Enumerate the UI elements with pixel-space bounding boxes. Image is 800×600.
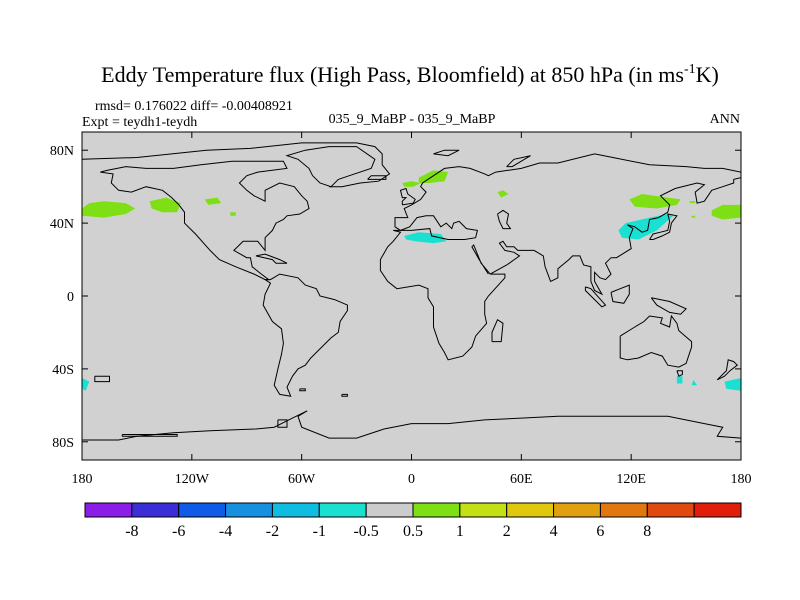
coast-tasmania — [676, 370, 683, 377]
chart-title: Eddy Temperature flux (High Pass, Bloomf… — [101, 62, 719, 87]
title-superscript: -1 — [684, 62, 696, 77]
colorbar-label: -8 — [125, 523, 138, 540]
coast-caspian — [497, 209, 512, 230]
colorbar-box — [412, 502, 461, 518]
region-green-scandinavia — [418, 170, 449, 183]
region-green-n-pacific-west — [82, 201, 136, 218]
coast-falklands — [299, 388, 306, 392]
colorbar-box — [131, 502, 180, 518]
y-tick-label: 0 — [67, 290, 74, 305]
colorbar-box — [225, 502, 273, 518]
colorbar-box — [271, 502, 320, 518]
coast-new-zealand — [716, 359, 739, 381]
colorbar-label: 8 — [643, 523, 651, 540]
coast-madagascar — [491, 318, 504, 343]
region-cyan-s-atlantic-west — [82, 378, 90, 391]
colorbar-label: -6 — [172, 523, 185, 540]
colorbar-box — [84, 502, 133, 518]
coast-antarctic-ross — [121, 434, 178, 437]
coast-mediterranean — [400, 215, 479, 240]
x-axis: 180 120W 60W 0 60E 120E 180 — [72, 132, 752, 487]
region-green-pacific-dot2 — [691, 215, 696, 218]
coast-caribbean — [255, 253, 288, 264]
region-green-n-atlantic — [402, 181, 421, 187]
right-label: ANN — [710, 112, 740, 127]
x-tick-label: 60E — [510, 472, 533, 487]
colorbar: -8 -6 -4 -2 -1 -0.5 0.5 1 2 4 6 8 — [84, 502, 742, 540]
coast-s-georgia — [341, 393, 348, 397]
center-label: 035_9_MaBP - 035_9_MaBP — [329, 112, 496, 127]
title-suffix: K) — [696, 62, 719, 87]
colorbar-label: -4 — [219, 523, 232, 540]
region-green-siberia — [497, 190, 509, 198]
coast-antarctica — [82, 410, 742, 441]
colorbar-label: -0.5 — [353, 523, 378, 540]
y-tick-label: 80N — [50, 144, 74, 159]
x-tick-label: 0 — [408, 472, 415, 487]
region-cyan-mediterranean — [404, 232, 447, 244]
y-tick-label: 40S — [52, 363, 74, 378]
coast-britain — [399, 187, 416, 206]
coast-new-guinea — [650, 297, 687, 315]
coast-svalbard — [433, 149, 460, 157]
colorbar-box — [459, 502, 508, 518]
x-tick-label: 60W — [288, 472, 316, 487]
colorbar-box — [178, 502, 227, 518]
y-tick-label: 40N — [50, 217, 74, 232]
coast-borneo — [610, 284, 630, 304]
colorbar-label: 4 — [550, 523, 558, 540]
coast-novaya — [506, 155, 531, 168]
coast-kerguelen — [94, 375, 110, 383]
region-cyan-japan — [618, 214, 674, 240]
title-main: Eddy Temperature flux (High Pass, Bloomf… — [101, 62, 684, 87]
anomaly-regions — [82, 170, 741, 391]
stats-line: rmsd= 0.176022 diff= -0.00408921 — [95, 99, 293, 114]
region-cyan-s-pacific-tri — [691, 379, 698, 386]
coast-antarctic-island — [277, 419, 288, 428]
coastlines — [81, 142, 742, 441]
colorbar-label: 2 — [503, 523, 511, 540]
colorbar-label: 0.5 — [403, 523, 423, 540]
region-green-n-america-dot — [230, 212, 236, 216]
region-green-n-pacific-east — [204, 197, 222, 205]
coast-red-sea — [471, 244, 491, 275]
x-tick-label: 120E — [616, 472, 646, 487]
y-axis: 80N 40N 0 40S 80S — [50, 144, 741, 451]
colorbar-label: 6 — [596, 523, 604, 540]
colorbar-label: -2 — [266, 523, 279, 540]
coast-australia — [619, 314, 693, 368]
coast-eurasia-africa — [379, 153, 742, 361]
coast-iceland — [367, 175, 387, 180]
region-cyan-s-pacific-east — [724, 378, 741, 391]
coast-japan — [649, 213, 678, 240]
colorbar-box — [599, 502, 648, 518]
colorbar-box — [365, 502, 414, 518]
x-tick-label: 120W — [175, 472, 210, 487]
region-cyan-australia-se — [676, 376, 683, 384]
left-label: Expt = teydh1-teydh — [82, 115, 197, 130]
y-tick-label: 80S — [52, 436, 74, 451]
x-tick-label: 180 — [731, 472, 752, 487]
coast-greenland — [285, 146, 376, 188]
colorbar-box — [646, 502, 695, 518]
colorbar-box — [553, 502, 601, 518]
coast-arctic-canada — [81, 142, 391, 188]
colorbar-box — [693, 502, 742, 518]
colorbar-label: 1 — [456, 523, 464, 540]
region-green-n-pacific-mid — [149, 197, 181, 213]
colorbar-label: -1 — [313, 523, 326, 540]
colorbar-box — [318, 502, 367, 518]
coast-south-america — [262, 273, 348, 397]
region-green-pacific-dateline — [711, 204, 741, 220]
region-green-pacific-dot — [689, 201, 696, 204]
coast-north-america — [100, 160, 310, 281]
colorbar-box — [506, 502, 555, 518]
coast-sumatra — [584, 286, 607, 308]
x-tick-label: 180 — [72, 472, 93, 487]
region-green-n-pacific-jp — [629, 194, 681, 209]
